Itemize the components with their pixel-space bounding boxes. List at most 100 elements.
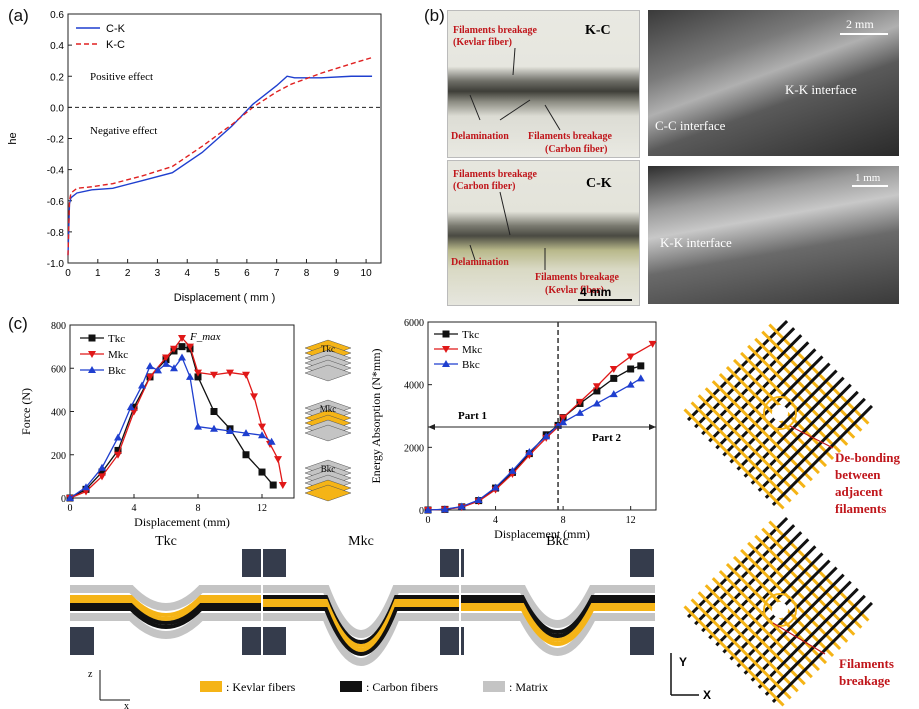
data-point-Tkc xyxy=(627,365,635,373)
matrix-layer xyxy=(460,585,655,628)
plot-frame xyxy=(427,321,657,511)
kevlar-fiber xyxy=(697,394,799,496)
kevlar-fiber xyxy=(697,591,799,693)
axis-X: X xyxy=(703,688,711,702)
annotation-positive: Positive effect xyxy=(90,71,153,83)
kc-note: (Kevlar fiber) xyxy=(453,37,512,48)
photo-ck xyxy=(447,160,640,306)
clamp-block xyxy=(630,549,654,577)
data-point-Bkc xyxy=(114,433,122,441)
x-tick-label: 2 xyxy=(125,268,131,279)
stack-layer xyxy=(304,484,352,502)
legend-label: : Carbon fibers xyxy=(366,680,438,694)
fiber-layer xyxy=(262,607,460,656)
matrix-layer xyxy=(70,613,262,639)
x-tick-label: 4 xyxy=(493,515,498,526)
legend-label-Tkc: Tkc xyxy=(462,329,479,341)
sem-label: K-K interface xyxy=(660,235,732,250)
carbon-fiber xyxy=(708,538,810,640)
x-axis-label: Displacement (mm) xyxy=(494,527,590,541)
data-point-Bkc xyxy=(242,429,250,437)
data-point-Bkc xyxy=(440,505,449,513)
data-point-Tkc xyxy=(178,343,186,351)
y-tick-label: 4000 xyxy=(404,381,424,392)
data-point-Tkc xyxy=(130,403,138,411)
data-point-Mkc xyxy=(258,423,266,431)
x-tick-label: 10 xyxy=(361,268,373,279)
kevlar-fiber xyxy=(683,605,785,707)
legend-label-Tkc: Tkc xyxy=(108,333,125,345)
data-point-Bkc xyxy=(576,408,584,416)
data-point-Bkc xyxy=(609,390,618,398)
x-tick-label: 7 xyxy=(274,268,280,279)
y-tick-label: 0 xyxy=(61,494,66,505)
matrix-layer xyxy=(70,585,262,611)
panel-b-label: (b) xyxy=(424,6,445,25)
data-point-Tkc xyxy=(269,481,277,489)
y-axis-label: Force (N) xyxy=(19,388,33,435)
x-tick-label: 0 xyxy=(68,503,73,514)
data-point-Bkc xyxy=(559,418,568,426)
data-point-Mkc xyxy=(178,334,186,342)
data-point-Bkc xyxy=(170,364,178,372)
data-point-Mkc xyxy=(226,369,234,377)
x-tick-label: 9 xyxy=(334,268,340,279)
arrow-head xyxy=(428,423,435,430)
legend-swatch xyxy=(340,681,362,692)
y-axis-label: he xyxy=(7,132,19,144)
x-tick-label: 4 xyxy=(184,268,190,279)
data-point-Bkc xyxy=(126,403,135,411)
kevlar-fiber xyxy=(704,387,806,489)
data-point-Bkc xyxy=(66,494,74,501)
ck-note: (Carbon fiber) xyxy=(453,181,516,192)
legend-label: : Kevlar fibers xyxy=(226,680,296,694)
data-point-Bkc xyxy=(491,483,500,491)
legend-marker-Mkc xyxy=(88,351,96,358)
carbon-fiber xyxy=(736,369,838,471)
data-point-Tkc xyxy=(210,408,218,415)
stack-layer xyxy=(304,364,352,382)
data-point-Bkc xyxy=(267,437,276,445)
matrix-layer xyxy=(262,613,460,666)
fiber-grid-top xyxy=(683,320,873,510)
data-point-Mkc xyxy=(278,482,287,490)
data-point-Mkc xyxy=(170,345,178,353)
carbon-fiber xyxy=(743,573,845,675)
stack-label-Bkc: Bkc xyxy=(321,464,336,474)
matrix-layer xyxy=(460,613,655,656)
y-tick-label: 0.0 xyxy=(50,103,64,114)
carbon-fiber xyxy=(694,327,796,429)
data-point-Bkc xyxy=(525,448,534,456)
carbon-fiber xyxy=(743,376,845,478)
y-tick-label: 2000 xyxy=(404,443,424,454)
fiber-layer xyxy=(460,595,655,634)
damage-ring xyxy=(763,396,797,430)
legend-marker-Tkc xyxy=(442,330,450,338)
note-arrow xyxy=(544,104,561,131)
kevlar-fiber xyxy=(690,401,792,503)
legend-label-Mkc: Mkc xyxy=(108,349,128,361)
data-point-Tkc xyxy=(194,373,202,381)
legend-label: : Matrix xyxy=(509,680,548,694)
panel-c-label: (c) xyxy=(8,314,28,333)
x-tick-label: 0 xyxy=(426,515,431,526)
legend-label-Bkc: Bkc xyxy=(462,359,480,371)
section-label-Mkc: Mkc xyxy=(348,534,374,549)
series-line-K-C xyxy=(67,56,373,256)
fiber-layer xyxy=(460,607,655,646)
data-point-Mkc xyxy=(274,456,282,464)
carbon-fiber xyxy=(715,348,817,450)
ck-note: (Kevlar fiber) xyxy=(545,285,604,296)
axis-z: z xyxy=(88,669,93,680)
carbon-fiber xyxy=(687,517,789,619)
carbon-fiber xyxy=(715,545,817,647)
y-tick-label: 6000 xyxy=(404,318,424,329)
y-axis-label: Energy Absorption (N*mm) xyxy=(369,348,383,483)
section-label-Tkc: Tkc xyxy=(155,534,177,549)
data-point-Tkc xyxy=(98,468,106,476)
arrow-head xyxy=(649,423,656,430)
series-line-Bkc xyxy=(69,356,272,499)
note-arrow xyxy=(512,47,516,76)
data-point-Bkc xyxy=(210,424,218,432)
fiber-layer xyxy=(460,599,655,638)
